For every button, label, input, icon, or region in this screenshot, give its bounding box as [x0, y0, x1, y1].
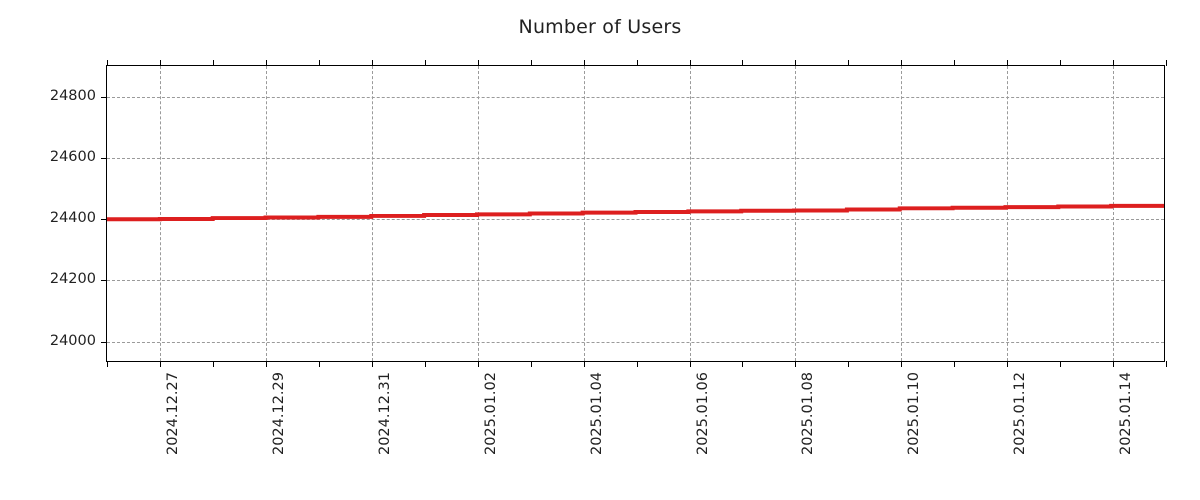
gridline-vertical: [1007, 66, 1009, 361]
gridline-horizontal: [107, 280, 1164, 282]
gridline-vertical: [265, 66, 267, 361]
y-axis-tick-label: 24600: [49, 148, 96, 165]
x-axis-tick-label: 2025.01.04: [588, 372, 605, 456]
y-axis-tick-label: 24200: [49, 271, 96, 288]
x-axis-tick-mark: [424, 361, 426, 367]
gridline-vertical: [795, 66, 797, 361]
gridline-vertical: [371, 66, 373, 361]
x-axis-tick-mark: [477, 361, 479, 367]
y-axis-tick-label: 24800: [49, 87, 96, 104]
x-axis-tick-label: 2025.01.10: [906, 372, 923, 456]
x-axis-tick-mark: [742, 361, 744, 367]
gridline-vertical: [160, 66, 161, 361]
x-axis-tick-mark: [318, 361, 320, 367]
x-axis-tick-mark-top: [1113, 60, 1114, 66]
y-axis-tick-label: 24000: [49, 332, 96, 349]
x-axis-tick-mark: [848, 361, 850, 367]
x-axis-tick-mark-top: [212, 60, 214, 66]
x-axis-tick-mark-top: [636, 60, 638, 66]
x-axis-tick-label: 2025.01.12: [1012, 372, 1029, 456]
x-axis-tick-mark-top: [1007, 60, 1009, 66]
x-axis-tick-mark-top: [107, 60, 108, 66]
x-axis-tick-mark: [954, 361, 956, 367]
x-axis-tick-mark-top: [689, 60, 691, 66]
y-axis-tick-mark: [101, 341, 107, 343]
x-axis-tick-mark: [1113, 361, 1114, 367]
x-axis-tick-mark-top: [371, 60, 373, 66]
x-axis-tick-label: 2024.12.29: [270, 372, 287, 456]
x-axis-tick-mark: [160, 361, 161, 367]
x-axis-tick-label: 2024.12.31: [376, 372, 393, 456]
x-axis-tick-label: 2025.01.08: [800, 372, 817, 456]
x-axis-tick-label: 2025.01.14: [1118, 372, 1134, 456]
x-axis-tick-mark: [636, 361, 638, 367]
x-axis-tick-label: 2025.01.06: [694, 372, 711, 456]
x-axis-tick-mark-top: [318, 60, 320, 66]
page-title: Number of Users: [518, 16, 682, 38]
x-axis-tick-mark: [1166, 361, 1167, 367]
gridline-horizontal: [107, 96, 1164, 98]
x-axis-tick-mark: [371, 361, 373, 367]
y-axis-tick-mark: [101, 219, 107, 221]
x-axis-tick-labels: 2024.12.27 2024.12.29 2024.12.31 2025.01.02…: [0, 372, 1200, 492]
x-axis-tick-mark-top: [583, 60, 585, 66]
y-axis-tick-label: 24400: [49, 210, 96, 227]
x-axis-tick-mark-top: [848, 60, 850, 66]
gridline-vertical: [901, 66, 903, 361]
x-axis-tick-mark-top: [742, 60, 744, 66]
x-axis-tick-mark-top: [477, 60, 479, 66]
x-axis-tick-mark-top: [265, 60, 267, 66]
x-axis-tick-mark: [1060, 361, 1062, 367]
x-axis-tick-mark: [107, 361, 108, 367]
y-axis-tick-mark: [101, 157, 107, 159]
x-axis-tick-mark-top: [424, 60, 426, 66]
x-axis-tick-mark-top: [795, 60, 797, 66]
gridline-horizontal: [107, 219, 1164, 221]
x-axis-tick-mark: [583, 361, 585, 367]
gridline-vertical: [1113, 66, 1114, 361]
x-axis-tick-mark: [530, 361, 532, 367]
x-axis-tick-mark-top: [954, 60, 956, 66]
x-axis-tick-mark: [265, 361, 267, 367]
series-polyline: [107, 203, 1164, 222]
x-axis-tick-mark-top: [530, 60, 532, 66]
series-line-chart: [107, 203, 1164, 222]
x-axis-tick-mark: [795, 361, 797, 367]
x-axis-tick-mark-top: [160, 60, 161, 66]
gridline-horizontal: [107, 341, 1164, 343]
y-axis-tick-mark: [101, 280, 107, 282]
x-axis-tick-mark-top: [1166, 60, 1167, 66]
x-axis-tick-mark: [212, 361, 214, 367]
x-axis-tick-mark-top: [1060, 60, 1062, 66]
plot-area: [101, 60, 1167, 367]
gridline-horizontal: [107, 157, 1164, 159]
x-axis-tick-mark: [689, 361, 691, 367]
x-axis-tick-mark-top: [901, 60, 903, 66]
axis-tick-marks: [101, 60, 1167, 367]
y-axis-tick-mark: [101, 96, 107, 98]
x-axis-tick-mark: [901, 361, 903, 367]
x-axis-tick-mark: [1007, 361, 1009, 367]
x-axis-tick-label: 2024.12.27: [164, 372, 181, 456]
x-axis-tick-label: 2025.01.02: [482, 372, 499, 456]
